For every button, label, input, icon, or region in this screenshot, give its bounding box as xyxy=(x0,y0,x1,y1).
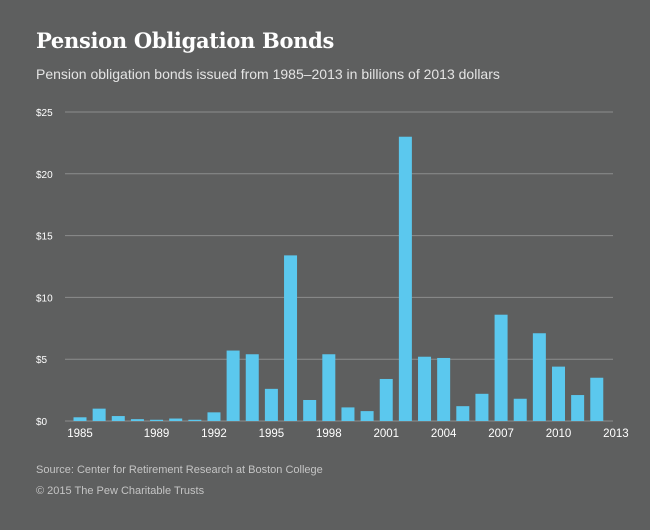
y-tick-label: $20 xyxy=(36,170,53,181)
bar-2010 xyxy=(552,366,565,421)
x-tick-label: 2007 xyxy=(488,428,514,440)
bar-2004 xyxy=(437,357,451,421)
bar-1994 xyxy=(245,354,259,421)
grid-lines xyxy=(65,111,613,422)
bar-2008 xyxy=(513,398,527,421)
bar-2001 xyxy=(379,378,393,421)
bar-1985 xyxy=(73,417,87,421)
x-tick-label: 1989 xyxy=(144,428,170,440)
bar-2002 xyxy=(398,136,412,421)
copyright-note: © 2015 The Pew Charitable Trusts xyxy=(36,485,205,497)
x-tick-label: 1992 xyxy=(201,428,227,440)
bar-1997 xyxy=(303,399,317,421)
y-tick-label: $10 xyxy=(36,293,53,304)
y-tick-label: $0 xyxy=(36,417,48,428)
bar-2005 xyxy=(456,406,470,421)
bar-1996 xyxy=(284,255,298,421)
bar-1990 xyxy=(169,418,183,421)
bar-2012 xyxy=(590,377,604,421)
x-tick-label: 2001 xyxy=(373,428,399,440)
bar-1991 xyxy=(188,419,202,421)
bar-2000 xyxy=(360,411,374,421)
bar-2003 xyxy=(418,356,432,421)
bar-1992 xyxy=(207,412,221,421)
bar-1988 xyxy=(130,419,144,421)
y-tick-label: $5 xyxy=(36,355,48,366)
x-tick-label: 2010 xyxy=(546,428,572,440)
x-tick-label: 1998 xyxy=(316,428,342,440)
bar-2009 xyxy=(532,333,546,421)
chart-subtitle: Pension obligation bonds issued from 198… xyxy=(36,66,500,82)
y-axis-ticks: $0 $5 $10 $15 $20 $25 xyxy=(36,108,53,428)
bar-2007 xyxy=(494,314,508,421)
bar-2011 xyxy=(571,395,585,421)
bar-2006 xyxy=(475,393,489,421)
bar-1986 xyxy=(92,408,106,421)
bar-1989 xyxy=(150,419,164,421)
y-tick-label: $15 xyxy=(36,232,53,243)
bars xyxy=(73,136,604,421)
chart-title: Pension Obligation Bonds xyxy=(36,28,335,53)
y-tick-label: $25 xyxy=(36,108,53,119)
bar-1987 xyxy=(111,416,125,421)
bar-1999 xyxy=(341,407,355,421)
x-tick-label: 2004 xyxy=(431,428,457,440)
source-note: Source: Center for Retirement Research a… xyxy=(36,464,323,476)
x-axis-ticks: 1985 1989 1992 1995 1998 2001 2004 2007 2010 2013 xyxy=(67,428,629,440)
bar-1995 xyxy=(264,388,278,421)
bar-1998 xyxy=(322,354,336,421)
x-tick-label: 1985 xyxy=(67,428,93,440)
bar-1993 xyxy=(226,350,240,421)
x-tick-label: 2013 xyxy=(603,428,629,440)
x-tick-label: 1995 xyxy=(259,428,285,440)
